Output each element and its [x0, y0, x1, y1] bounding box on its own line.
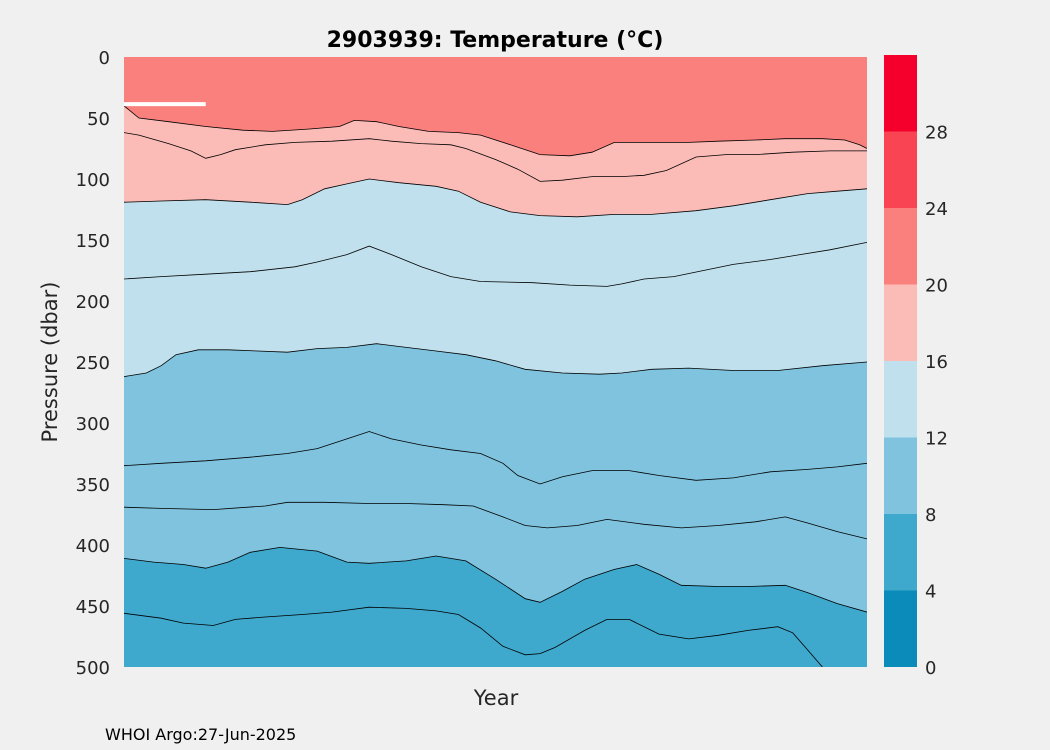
y-tick-label: 350	[76, 475, 110, 496]
y-tick-label: 200	[76, 292, 110, 313]
colorbar-band	[884, 437, 917, 514]
contour-line-10	[124, 431, 867, 485]
y-tick-label: 0	[99, 48, 110, 69]
contour-line-16	[124, 178, 867, 218]
colorbar-tick-label: 24	[925, 199, 948, 220]
plot-area	[124, 57, 867, 667]
colorbar-tick-label: 0	[925, 658, 936, 679]
contour-line-14	[124, 242, 867, 287]
y-axis-ticks: 0 50 100 150 200 250 300 350 400 450 500	[76, 48, 110, 679]
band-below-6	[124, 607, 863, 667]
colorbar-band	[884, 590, 917, 667]
y-tick-label: 250	[76, 353, 110, 374]
colorbar-tick-label: 20	[925, 276, 948, 297]
chart-title: 2903939: Temperature (°C)	[327, 28, 664, 53]
y-tick-label: 300	[76, 414, 110, 435]
data-gap-mark	[124, 102, 206, 107]
contour-line-12	[124, 343, 867, 377]
colorbar-band	[884, 514, 917, 591]
y-tick-label: 450	[76, 597, 110, 618]
colorbar-tick-label: 8	[925, 505, 936, 526]
colorbar-band	[884, 131, 917, 208]
colorbar-tick-label: 16	[925, 352, 948, 373]
y-tick-label: 500	[76, 658, 110, 679]
contour-line-8	[124, 546, 867, 613]
y-axis-label: Pressure (dbar)	[38, 282, 62, 443]
colorbar	[884, 55, 917, 667]
y-tick-label: 50	[87, 109, 110, 130]
y-tick-label: 150	[76, 231, 110, 252]
contour-line-18	[124, 132, 867, 182]
colorbar-ticks: 0 4 8 12 16 20 24 28	[925, 123, 948, 680]
colorbar-band	[884, 284, 917, 361]
colorbar-tick-label: 28	[925, 123, 948, 144]
colorbar-band	[884, 208, 917, 285]
contour-line-9	[124, 501, 867, 540]
y-tick-label: 100	[76, 170, 110, 191]
colorbar-band	[884, 361, 917, 438]
colorbar-tick-label: 4	[925, 582, 936, 603]
footer-credit: WHOI Argo:27-Jun-2025	[105, 725, 297, 744]
contour-line-6	[124, 606, 823, 667]
x-axis-label: Year	[473, 686, 519, 710]
colorbar-tick-label: 12	[925, 429, 948, 450]
y-tick-label: 400	[76, 536, 110, 557]
colorbar-band	[884, 55, 917, 132]
contour-line-20	[124, 105, 867, 157]
